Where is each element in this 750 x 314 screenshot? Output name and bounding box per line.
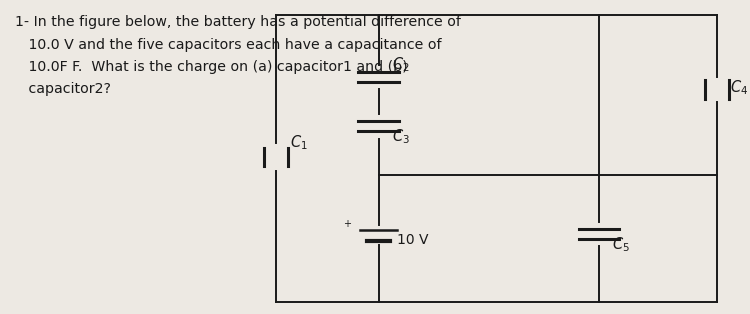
Text: capacitor2?: capacitor2? — [15, 82, 111, 96]
Text: $C_1$: $C_1$ — [290, 134, 308, 152]
Text: +: + — [343, 219, 351, 229]
Text: $C_4$: $C_4$ — [730, 78, 748, 97]
Text: $C_5$: $C_5$ — [613, 236, 630, 254]
Text: 10.0F F.  What is the charge on (a) capacitor1 and (b): 10.0F F. What is the charge on (a) capac… — [15, 60, 407, 74]
Text: 10 V: 10 V — [397, 233, 428, 247]
Text: $C_2$: $C_2$ — [392, 55, 410, 74]
Text: 10.0 V and the five capacitors each have a capacitance of: 10.0 V and the five capacitors each have… — [15, 38, 441, 51]
Text: $C_3$: $C_3$ — [392, 127, 410, 146]
Text: 1- In the figure below, the battery has a potential difference of: 1- In the figure below, the battery has … — [15, 15, 460, 30]
